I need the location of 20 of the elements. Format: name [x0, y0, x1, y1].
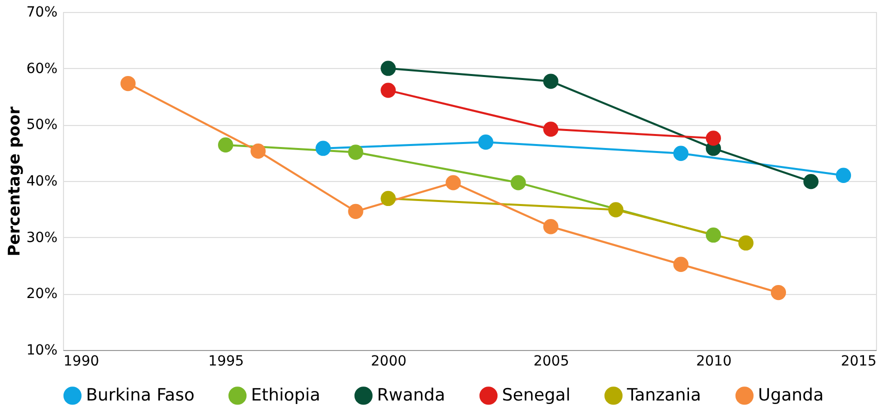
x-tick-label: 2005	[533, 354, 570, 370]
y-tick-label: 60%	[26, 60, 58, 77]
y-tick-label: 30%	[26, 230, 58, 246]
y-tick-label: 10%	[26, 342, 58, 358]
y-tick-label: 20%	[26, 286, 58, 302]
legend-label: Tanzania	[626, 386, 702, 406]
x-tick-label: 1995	[208, 354, 244, 370]
x-tick-label: 2015	[840, 354, 876, 370]
x-tick-label: 2000	[370, 354, 407, 370]
legend-label: Ethiopia	[251, 386, 320, 406]
x-tick-label: 2010	[696, 354, 732, 370]
y-axis-title: Percentage poor	[4, 106, 24, 256]
legend-label: Uganda	[758, 386, 824, 406]
legend-label: Rwanda	[377, 386, 446, 406]
y-tick-label: 50%	[26, 117, 58, 134]
y-tick-label: 40%	[26, 174, 58, 190]
x-tick-label: 1990	[64, 354, 100, 370]
legend-label: Senegal	[502, 386, 570, 406]
legend-label: Burkina Faso	[86, 386, 194, 406]
y-tick-label: 70%	[26, 4, 58, 20]
